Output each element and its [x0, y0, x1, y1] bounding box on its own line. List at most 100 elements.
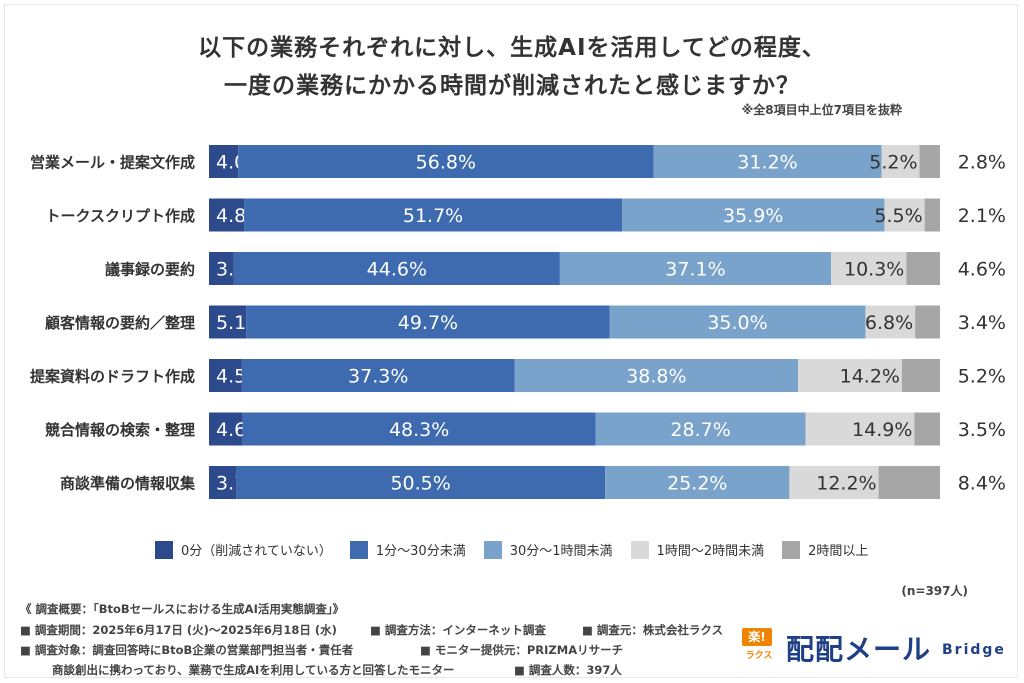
bar-segment [914, 412, 940, 446]
category-label: 商談準備の情報収集 [60, 475, 196, 493]
sample-size: (n=397人) [901, 584, 968, 598]
bar-segment [514, 359, 799, 392]
category-label: 提案資料のドラフト作成 [30, 368, 195, 386]
data-label: 51.7% [403, 205, 463, 227]
bar-segment [241, 359, 515, 392]
category-label: 競合情報の検索・整理 [45, 421, 195, 439]
footer-target: ■ 調査対象：調査回答時にBtoB企業の営業部門担当者・責任者 [20, 643, 354, 657]
bar-segment [865, 305, 916, 339]
legend-label: 0分（削減されていない） [181, 544, 332, 559]
legend-swatch [483, 540, 502, 559]
bar-segment [209, 359, 242, 392]
brand-logo: 楽! ラクス 配配メール Bridge [742, 628, 1012, 668]
category-label: 顧客情報の要約／整理 [45, 314, 195, 332]
chart-title-line2: 一度の業務にかかる時間が削減されたと感じますか？ [224, 73, 800, 99]
data-label: 37.3% [348, 366, 408, 388]
frame [4, 4, 1018, 678]
bar-segment [209, 198, 245, 232]
brand-mark-top: 楽! [742, 628, 772, 646]
category-label: 議事録の要約 [105, 261, 195, 279]
bar-segment [789, 466, 879, 499]
legend-swatch [630, 540, 649, 559]
bar-segment [209, 252, 234, 285]
footer-method: ■ 調査方法：インターネット調査 [370, 623, 546, 637]
legend-label: 30分～1時間未満 [509, 544, 613, 559]
legend-item: 30分～1時間未満 [483, 540, 613, 559]
data-label: 31.2% [737, 152, 797, 174]
chart-note: ※全8項目中上位7項目を抜粋 [741, 103, 902, 117]
legend-label: 1分～30分未満 [375, 544, 466, 559]
legend-label: 1時間～2時間未満 [656, 544, 765, 559]
bar-segment [244, 198, 623, 232]
bar-segment [246, 305, 610, 339]
bar-segment [653, 145, 882, 178]
footer-count: ■ 調査人数：397人 [514, 663, 622, 677]
footer-provider: ■ モニター提供元：PRIZMAリサーチ [420, 643, 624, 657]
footer-source: ■ 調査元：株式会社ラクス [582, 623, 724, 637]
bar-segment [595, 412, 806, 446]
bar-segment [831, 252, 907, 285]
data-label: 3.4% [958, 312, 1006, 334]
bar-segment [559, 252, 832, 285]
data-label: 37.1% [665, 259, 725, 281]
data-label: 5.2% [958, 366, 1006, 388]
bar-segment [209, 466, 237, 499]
stacked-bar-chart: 営業メール・提案文作成4.0%56.8%31.2%5.2%2.8%トークスクリプ… [30, 145, 1006, 499]
bar-segment [622, 198, 885, 232]
legend-item: 2時間以上 [782, 540, 868, 559]
bar-segment [242, 412, 596, 446]
data-label: 14.2% [840, 366, 900, 388]
legend: 0分（削減されていない） 1分～30分未満 30分～1時間未満 1時間～2時間未満 2時… [155, 540, 886, 559]
legend-item: 1時間～2時間未満 [630, 540, 765, 559]
brand-mark: 楽! ラクス [742, 628, 776, 664]
bar-segment [881, 145, 920, 178]
data-label: 3.5% [958, 419, 1006, 441]
bar-segment [901, 359, 940, 392]
data-label: 14.9% [852, 419, 912, 441]
legend-item: 1分～30分未満 [349, 540, 466, 559]
category-label: 営業メール・提案文作成 [30, 154, 195, 172]
brand-sub: Bridge [942, 642, 1006, 658]
data-label: 44.6% [367, 259, 427, 281]
legend-label: 2時間以上 [808, 544, 869, 559]
bar-segment [924, 198, 940, 232]
bar-segment [236, 466, 606, 499]
legend-item: 0分（削減されていない） [155, 540, 332, 559]
data-label: 35.0% [707, 312, 767, 334]
bar-segment [233, 252, 560, 285]
bar-segment [609, 305, 866, 339]
bar-segment [209, 305, 247, 339]
data-label: 10.3% [844, 259, 904, 281]
brand-mark-bottom: ラクス [745, 651, 773, 661]
data-label: 2.1% [958, 205, 1006, 227]
legend-swatch [782, 540, 801, 559]
data-label: 49.7% [398, 312, 458, 334]
bar-segment [919, 145, 940, 178]
data-label: 48.3% [389, 419, 449, 441]
data-label: 38.8% [626, 366, 686, 388]
data-label: 56.8% [416, 152, 476, 174]
data-label: 35.9% [723, 205, 783, 227]
bar-segment [878, 466, 940, 499]
legend-swatch [155, 540, 173, 559]
data-label: 5.5% [874, 205, 922, 227]
bar-segment [238, 145, 654, 178]
footer-title: 《 調査概要：「BtoBセールスにおける生成AI活用実態調査」》 [20, 602, 345, 616]
bar-segment [798, 359, 902, 392]
data-label: 2.8% [958, 152, 1006, 174]
bar-segment [605, 466, 790, 499]
category-label: トークスクリプト作成 [45, 207, 195, 225]
bar-segment [805, 412, 915, 446]
data-label: 5.2% [869, 152, 917, 174]
bar-segment [915, 305, 940, 339]
brand-name: 配配メール [786, 633, 932, 666]
bar-segment [209, 145, 239, 178]
footer-target-detail: 商談創出に携わっており、業務で生成AIを利用している方と回答したモニター [52, 663, 455, 677]
footer-period: ■ 調査期間：2025年6月17日 (火)～2025年6月18日 (水) [20, 623, 337, 637]
legend-swatch [349, 540, 368, 559]
data-label: 50.5% [390, 473, 450, 495]
data-label: 25.2% [667, 473, 727, 495]
data-label: 8.4% [958, 473, 1006, 495]
bar-segment [906, 252, 940, 285]
bar-segment [209, 412, 243, 446]
